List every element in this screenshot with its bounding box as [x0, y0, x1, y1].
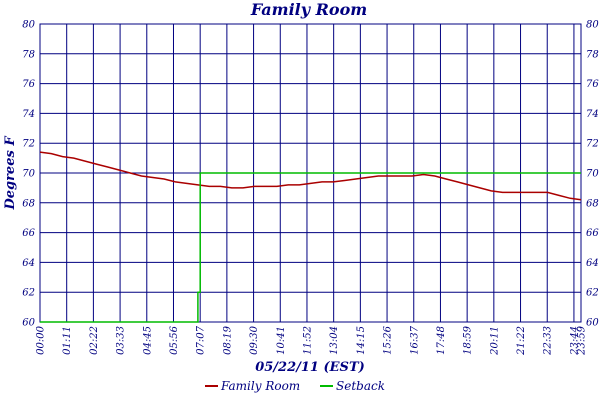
- y-tick-label-right: 68: [586, 198, 599, 209]
- x-tick-label: 23:44: [569, 326, 580, 356]
- x-tick-label: 05:56: [169, 325, 180, 354]
- x-axis-title: 05/22/11 (EST): [255, 360, 365, 375]
- x-tick-label: 01:11: [62, 326, 73, 355]
- y-tick-label: 70: [22, 169, 35, 180]
- x-tick-label: 15:26: [383, 325, 394, 354]
- y-tick-label: 74: [22, 109, 35, 120]
- x-axis: 00:00 01:11 02:22 03:33 04:45 05:56 07:07 08:19…: [36, 325, 588, 355]
- x-tick-label: 18:59: [463, 325, 474, 354]
- y-tick-label: 80: [22, 20, 35, 31]
- y-tick-label-right: 62: [586, 288, 599, 299]
- y-tick-label-right: 74: [586, 109, 599, 120]
- series-group: [39, 151, 582, 323]
- series-line-family-room: [39, 151, 582, 201]
- x-tick-label: 21:22: [516, 326, 527, 356]
- y-axis-right: 60 62 64 66 68 70 72 74 76 78 80: [586, 20, 599, 329]
- x-tick-label: 09:30: [249, 325, 260, 354]
- x-tick-label: 16:37: [409, 325, 420, 354]
- y-tick-label-right: 70: [586, 169, 599, 180]
- x-tick-label: 22:33: [543, 326, 554, 356]
- x-tick-label: 00:00: [36, 325, 47, 354]
- x-tick-label: 23:59: [577, 325, 588, 355]
- y-tick-label-right: 64: [586, 258, 599, 269]
- x-tick-label: 03:33: [116, 326, 127, 355]
- x-tick-label: 10:41: [276, 326, 287, 355]
- x-tick-label: 17:48: [436, 326, 447, 355]
- y-axis-left: 60 62 64 66 68 70 72 74 76 78 80: [22, 20, 35, 329]
- y-tick-label-right: 60: [586, 318, 599, 329]
- y-tick-label-right: 72: [586, 139, 599, 150]
- y-tick-label: 64: [22, 258, 35, 269]
- y-tick-label: 76: [22, 79, 35, 90]
- x-tick-label: 02:22: [89, 326, 100, 355]
- y-tick-label: 78: [22, 49, 35, 60]
- y-axis-title: Degrees F: [3, 136, 18, 211]
- y-tick-label: 72: [22, 139, 35, 150]
- legend-entry: Setback: [336, 379, 385, 393]
- x-tick-label: 07:07: [196, 325, 207, 354]
- y-tick-label-right: 80: [586, 20, 599, 31]
- x-tick-label: 04:45: [142, 326, 153, 355]
- y-tick-label: 60: [22, 318, 35, 329]
- x-tick-label: 20:11: [489, 326, 500, 356]
- x-tick-label: 11:52: [302, 326, 313, 355]
- x-tick-label: 14:15: [356, 326, 367, 355]
- y-tick-label-right: 66: [586, 228, 599, 239]
- chart-title: Family Room: [250, 0, 367, 19]
- x-tick-label: 08:19: [222, 325, 233, 354]
- y-tick-label: 66: [22, 228, 35, 239]
- series-line-setback: [40, 172, 581, 323]
- y-tick-label-right: 76: [586, 79, 599, 90]
- legend: Family Room Setback: [205, 379, 385, 393]
- x-tick-label: 13:04: [329, 326, 340, 355]
- y-tick-label: 68: [22, 198, 35, 209]
- y-tick-label: 62: [22, 288, 35, 299]
- legend-entry: Family Room: [220, 379, 300, 393]
- y-tick-label-right: 78: [586, 49, 599, 60]
